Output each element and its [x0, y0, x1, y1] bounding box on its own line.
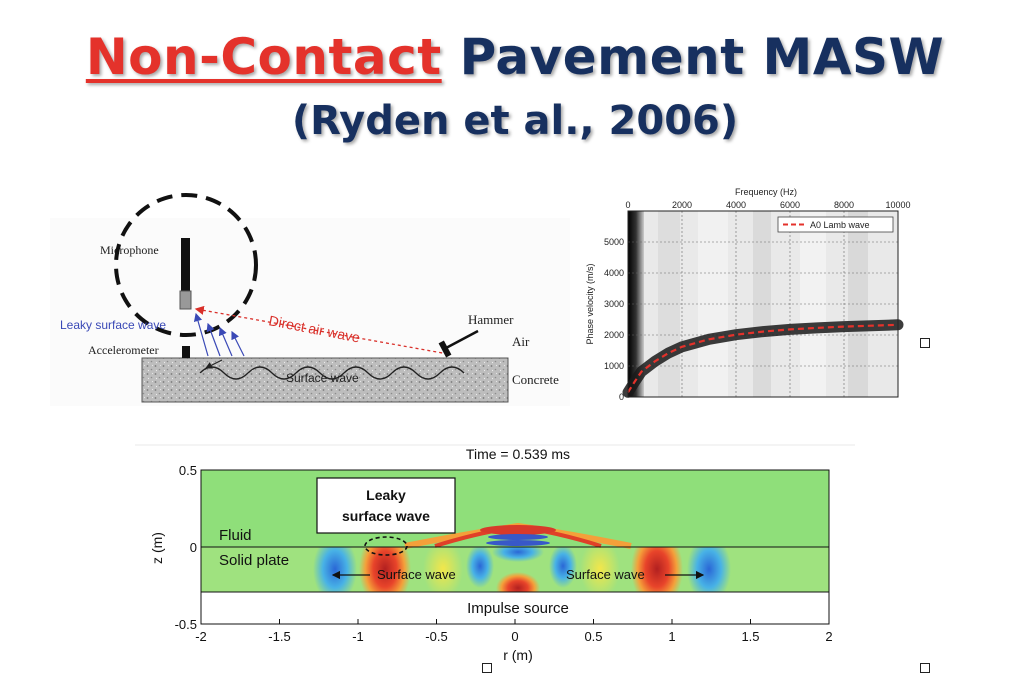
label-solid-plate: Solid plate: [219, 552, 289, 569]
y-tick-label: 0.5: [179, 463, 197, 478]
x-tick-label: 1.5: [741, 629, 759, 644]
slide-title: Non-Contact Pavement MASW: [0, 28, 1030, 86]
accelerometer-body: [182, 346, 190, 358]
top-tick-label: 10000: [885, 200, 910, 210]
label-surface-wave-left: Surface wave: [377, 567, 456, 582]
leaky-callout-line1: Leaky: [366, 487, 406, 503]
microphone-body: [181, 238, 190, 308]
title-rest: Pavement MASW: [441, 28, 945, 86]
selection-handle[interactable]: [482, 663, 492, 673]
selection-handle[interactable]: [920, 663, 930, 673]
y-tick-label: 4000: [604, 268, 624, 278]
y-tick-label: 5000: [604, 237, 624, 247]
series-a0-lamb-wave: [627, 323, 899, 393]
x-tick-label: 1: [668, 629, 675, 644]
direct-air-wave-arrow: [194, 305, 449, 355]
top-tick-label: 0: [625, 200, 630, 210]
label-impulse-source: Impulse source: [467, 600, 569, 617]
top-tick-label: 2000: [672, 200, 692, 210]
leaky-marker-ellipse: [364, 536, 408, 556]
concrete-slab: [141, 357, 509, 403]
leaky-callout-box: [316, 477, 456, 534]
hammer-icon: [438, 329, 479, 358]
surface-wave-curve: [199, 366, 465, 380]
x-tick-label: -1.5: [268, 629, 290, 644]
label-hammer: Hammer: [468, 312, 514, 327]
microphone-tip: [179, 290, 192, 310]
y-tick-label: 1000: [604, 361, 624, 371]
x-tick-label: -0.5: [425, 629, 447, 644]
label-fluid: Fluid: [219, 527, 252, 544]
wave-field: [313, 547, 731, 592]
top-axis-label: Frequency (Hz): [735, 187, 797, 197]
slide-subtitle: (Ryden et al., 2006): [291, 98, 739, 144]
y-axis-label: Phase velocity (m/s): [585, 263, 595, 344]
x-axis-ticks: -2 -1.5 -1 -0.5 0 0.5 1 1.5 2: [195, 619, 833, 644]
top-tick-label: 8000: [834, 200, 854, 210]
x-tick-label: -1: [352, 629, 364, 644]
x-tick-label: 0: [511, 629, 518, 644]
top-axis-ticks: 0 2000 4000 6000 8000 10000: [625, 200, 910, 210]
y-axis-ticks: 0 1000 2000 3000 4000 5000: [604, 237, 624, 402]
y-tick-label: 0: [619, 392, 624, 402]
impulse-region: [201, 592, 829, 624]
title-highlight: Non-Contact: [85, 28, 442, 86]
y-axis-ticks: 0.5 0 -0.5: [175, 463, 206, 632]
dispersion-plot: Frequency (Hz) 0 2000 4000 6000 8000 10000 0 1…: [578, 184, 918, 410]
label-surface-wave-right: Surface wave: [566, 567, 645, 582]
legend: A0 Lamb wave: [777, 216, 894, 233]
top-tick-label: 4000: [726, 200, 746, 210]
grid-lines: [628, 211, 898, 397]
label-concrete: Concrete: [512, 372, 559, 387]
x-tick-label: 0.5: [584, 629, 602, 644]
leaky-callout-line2: surface wave: [342, 508, 430, 524]
x-tick-label: -2: [195, 629, 207, 644]
label-microphone: Microphone: [100, 243, 159, 257]
label-leaky-wave: Leaky surface wave: [60, 318, 166, 332]
highlight-circle: [114, 193, 258, 337]
label-air: Air: [512, 334, 530, 349]
top-tick-label: 6000: [780, 200, 800, 210]
selection-handle[interactable]: [920, 338, 930, 348]
y-tick-label: 2000: [604, 330, 624, 340]
label-surface-wave: Surface wave: [286, 371, 359, 385]
schematic-figure: Surface wave Concrete Microphone Acceler…: [50, 193, 570, 406]
simulation-title: Time = 0.539 ms: [466, 446, 570, 462]
x-axis-label: r (m): [503, 647, 533, 663]
y-tick-label: 0: [190, 540, 197, 555]
y-axis-label: z (m): [149, 532, 165, 564]
simulation-figure: Time = 0.539 ms Leaky surface wave Fluid…: [135, 438, 855, 668]
x-tick-label: 2: [825, 629, 832, 644]
y-tick-label: -0.5: [175, 617, 197, 632]
y-tick-label: 3000: [604, 299, 624, 309]
label-accelerometer: Accelerometer: [88, 343, 159, 357]
legend-label: A0 Lamb wave: [810, 220, 870, 230]
leaky-wavefront: [404, 522, 632, 549]
